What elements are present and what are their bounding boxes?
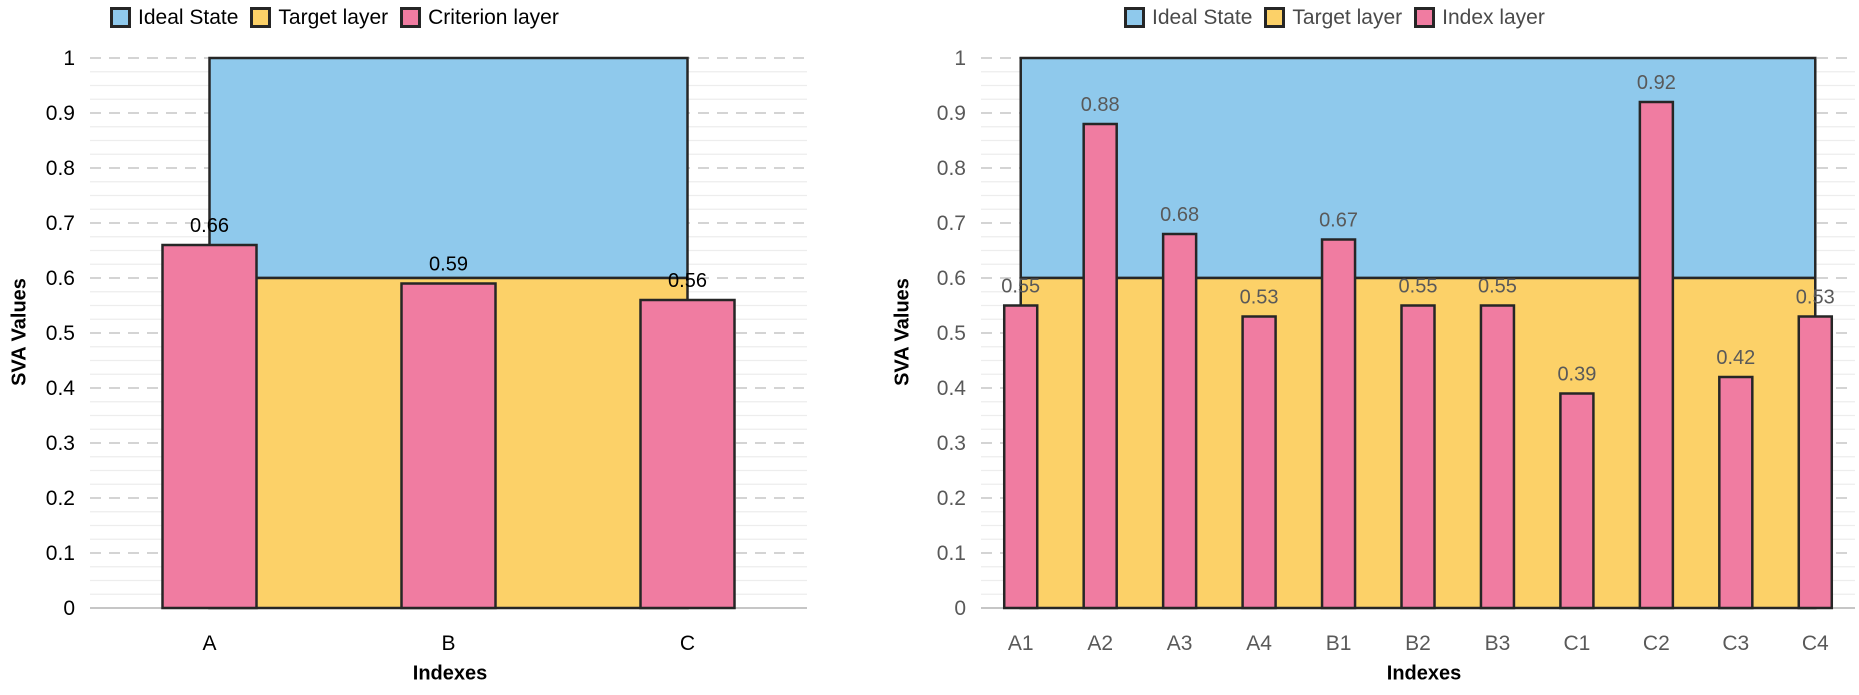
legend-marker-ideal-state-icon	[110, 7, 131, 28]
bar-label-C2: 0.92	[1637, 72, 1676, 94]
x-tick-label-A: A	[202, 632, 216, 655]
x-tick-label-A2: A2	[1087, 632, 1113, 655]
legend-item-target-layer: Target layer	[1264, 4, 1402, 31]
x-tick-label-A1: A1	[1008, 632, 1034, 655]
y-tick-label-0.9: 0.9	[937, 102, 966, 125]
bar-label-A1: 0.55	[1001, 276, 1040, 298]
right-chart-plot: 0.55 0.88 0.68 0.53 0.67 0.55 0.55 0.39 0.92 0.42…	[937, 47, 1855, 655]
bar-label-C: 0.56	[668, 270, 707, 292]
y-tick-label-0: 0	[954, 597, 966, 620]
x-tick-label-B3: B3	[1485, 632, 1511, 655]
y-tick-label-0.1: 0.1	[937, 542, 966, 565]
y-tick-label-0.2: 0.2	[46, 487, 75, 510]
bar-A2	[1082, 122, 1118, 610]
y-tick-label-0: 0	[63, 597, 75, 620]
bar-A	[161, 243, 258, 610]
y-tick-label-0.3: 0.3	[937, 432, 966, 455]
x-tick-label-A3: A3	[1167, 632, 1193, 655]
legend-marker-criterion-layer-icon	[400, 7, 422, 28]
left-chart-legend: Ideal State Target layer Criterion layer	[110, 4, 559, 31]
bar-B2	[1400, 304, 1436, 610]
bar-A1	[1002, 304, 1039, 610]
bar-label-B2: 0.55	[1399, 276, 1438, 298]
x-tick-label-C1: C1	[1563, 632, 1590, 655]
y-tick-label-0.3: 0.3	[46, 432, 75, 455]
legend-marker-target-layer-icon	[1264, 7, 1286, 28]
bar-C2	[1638, 100, 1675, 610]
bar-C3	[1718, 375, 1754, 610]
y-tick-label-0.6: 0.6	[46, 267, 75, 290]
bar-label-A3: 0.68	[1160, 204, 1199, 226]
left-x-axis-title: Indexes	[412, 662, 488, 685]
y-tick-label-0.9: 0.9	[46, 102, 75, 125]
bar-B3	[1479, 304, 1516, 610]
y-tick-label-0.1: 0.1	[46, 542, 75, 565]
legend-item-criterion-layer: Criterion layer	[400, 4, 559, 31]
left-y-axis-title: SVA Values	[8, 278, 31, 386]
bar-A4	[1241, 315, 1277, 610]
bar-label-C1: 0.39	[1557, 364, 1596, 386]
legend-label: Ideal State	[1152, 6, 1253, 29]
legend-marker-index-layer-icon	[1414, 7, 1436, 28]
y-tick-label-0.5: 0.5	[937, 322, 966, 345]
bar-label-A: 0.66	[190, 215, 229, 237]
bar-B1	[1320, 238, 1357, 610]
x-tick-label-B: B	[441, 632, 455, 655]
y-tick-label-0.7: 0.7	[46, 212, 75, 235]
left-chart-plot: 0.66 0.59 0.56 0 0.1 0.2 0.3 0.4 0.5 0.6 0.7 0.8 0.9…	[46, 47, 807, 655]
legend-label: Target layer	[278, 6, 389, 29]
legend-label: Target layer	[1292, 6, 1403, 29]
legend-label: Criterion layer	[428, 6, 559, 29]
y-tick-label-0.6: 0.6	[937, 267, 966, 290]
legend-label: Index layer	[1442, 6, 1545, 29]
y-tick-label-0.4: 0.4	[46, 377, 76, 400]
legend-item-target-layer: Target layer	[250, 4, 388, 31]
x-tick-label-C: C	[680, 632, 695, 655]
x-tick-label-C4: C4	[1802, 632, 1829, 655]
bar-C4	[1797, 315, 1834, 610]
x-tick-label-B1: B1	[1326, 632, 1352, 655]
y-tick-label-1: 1	[954, 47, 966, 70]
right-y-axis-title: SVA Values	[891, 278, 914, 386]
bar-B	[400, 282, 497, 610]
x-tick-label-B2: B2	[1405, 632, 1431, 655]
bar-label-C4: 0.53	[1796, 287, 1835, 309]
x-tick-label-C3: C3	[1722, 632, 1749, 655]
bar-C1	[1559, 392, 1595, 610]
x-tick-label-C2: C2	[1643, 632, 1670, 655]
y-tick-label-0.7: 0.7	[937, 212, 966, 235]
legend-item-ideal-state: Ideal State	[110, 4, 238, 31]
bar-A3	[1161, 232, 1198, 610]
bar-label-A2: 0.88	[1081, 94, 1120, 116]
legend-label: Ideal State	[138, 6, 239, 29]
y-tick-label-0.8: 0.8	[937, 157, 966, 180]
y-tick-label-0.4: 0.4	[937, 377, 967, 400]
legend-marker-target-layer-icon	[250, 7, 272, 28]
bar-label-C3: 0.42	[1716, 347, 1755, 369]
y-tick-label-0.2: 0.2	[937, 487, 966, 510]
legend-marker-ideal-state-icon	[1124, 7, 1145, 28]
bar-label-B: 0.59	[429, 254, 468, 276]
y-tick-label-0.8: 0.8	[46, 157, 75, 180]
y-tick-label-0.5: 0.5	[46, 322, 75, 345]
x-tick-label-A4: A4	[1246, 632, 1272, 655]
legend-item-ideal-state: Ideal State	[1124, 4, 1252, 31]
legend-item-index-layer: Index layer	[1414, 4, 1545, 31]
y-tick-label-1: 1	[63, 47, 75, 70]
bar-label-B3: 0.55	[1478, 276, 1517, 298]
bar-label-A4: 0.53	[1240, 287, 1279, 309]
ideal-state-area	[1019, 56, 1817, 280]
right-chart-legend: Ideal State Target layer Index layer	[1124, 4, 1545, 31]
ideal-state-area	[208, 56, 689, 280]
bar-C	[639, 298, 736, 610]
right-x-axis-title: Indexes	[1386, 662, 1462, 685]
bar-label-B1: 0.67	[1319, 210, 1358, 232]
